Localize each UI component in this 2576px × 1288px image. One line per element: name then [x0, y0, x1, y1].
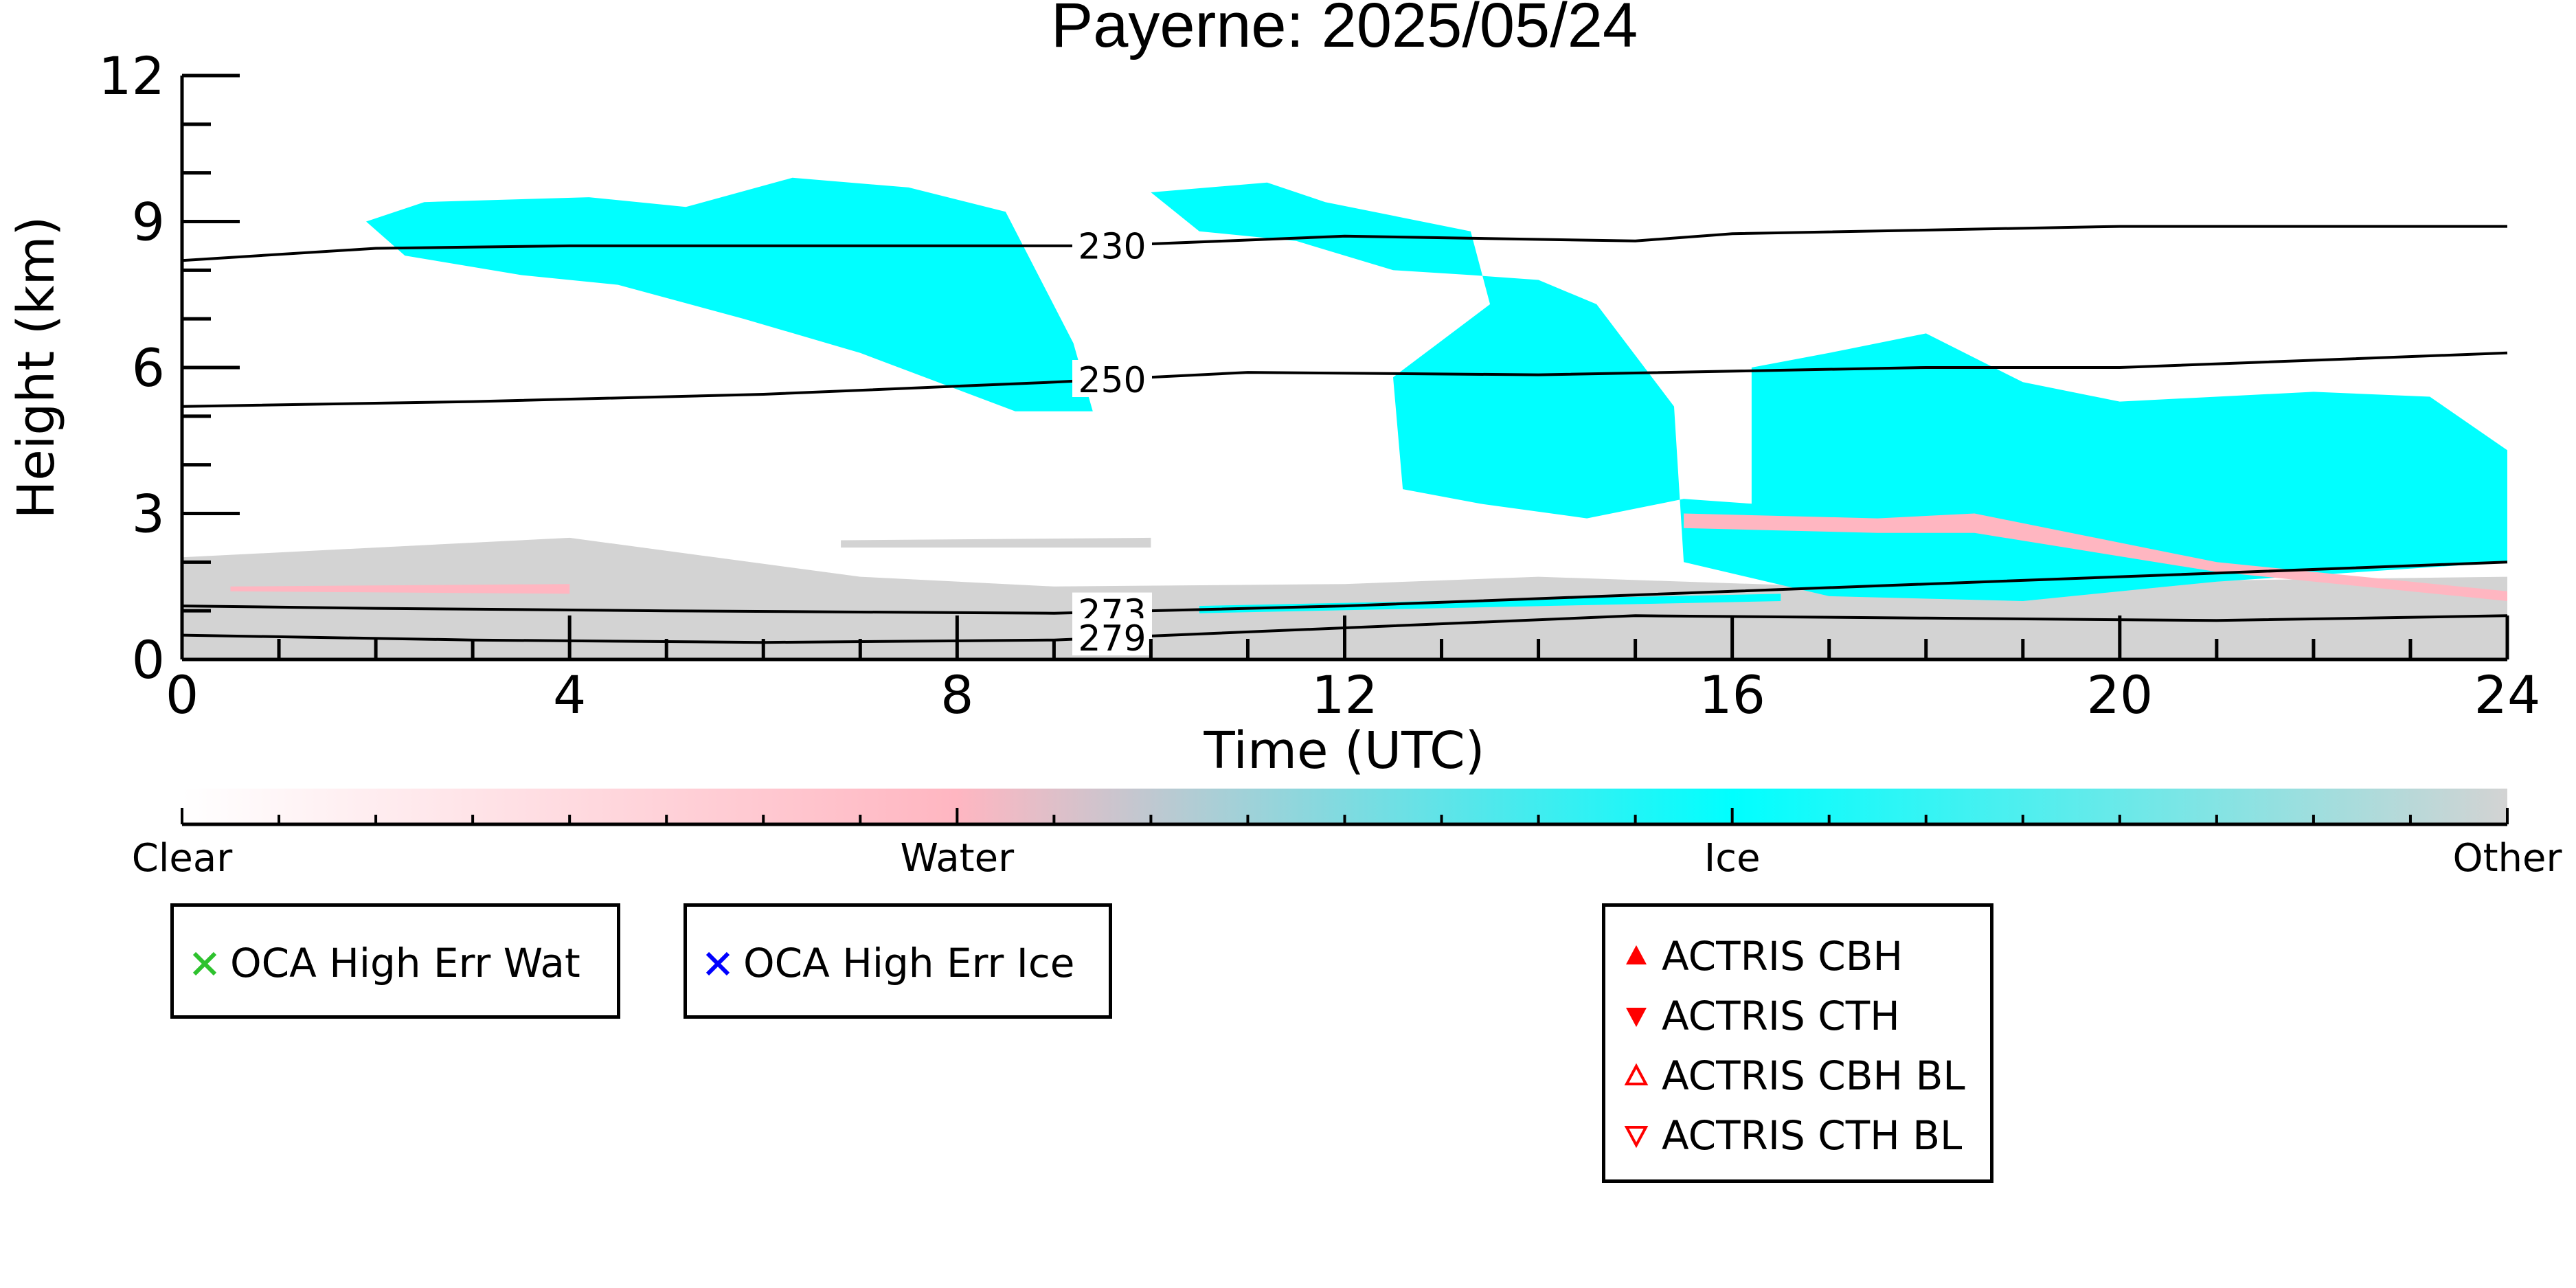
triangle-up-open-icon [1624, 1063, 1649, 1085]
x-tick-label: 20 [2086, 664, 2153, 725]
legend-label: OCA High Err Ice [743, 940, 1075, 986]
isotherm-label: 279 [1078, 618, 1146, 659]
y-tick-label: 3 [132, 484, 165, 545]
oca-water-legend: OCA High Err Wat [170, 903, 620, 1019]
legend-item-actris-cth: ACTRIS CTH [1619, 988, 1900, 1043]
isotherm-line-230 [181, 225, 2507, 262]
chart-title: Payerne: 2025/05/24 [1051, 0, 1638, 60]
colorbar-label: Other [2452, 836, 2562, 881]
cloud-region-other-1 [841, 537, 1151, 548]
x-tick-label: 0 [166, 664, 199, 725]
legend-label: ACTRIS CBH [1662, 933, 1903, 980]
legend-item-oca-water: OCA High Err Wat [188, 936, 580, 991]
isotherm-label: 250 [1078, 360, 1146, 401]
y-tick-label: 0 [132, 629, 165, 690]
legend-item-actris-cth-bl: ACTRIS CTH BL [1619, 1108, 1962, 1163]
isotherm-label-bg [1072, 360, 1152, 397]
legend-item-oca-ice: OCA High Err Ice [701, 936, 1074, 991]
x-icon [705, 951, 730, 976]
cloud-region-ice-6 [1199, 594, 1781, 613]
x-axis-label: Time (UTC) [1203, 721, 1484, 780]
x-tick-label: 8 [940, 664, 973, 725]
cloud-region-ice-4 [1151, 182, 2507, 601]
y-tick-label: 6 [132, 337, 165, 398]
isotherm-label: 230 [1078, 226, 1146, 267]
triangle-up-filled-icon [1626, 945, 1647, 964]
isotherm-label-bg [1072, 618, 1152, 656]
y-tick-label: 9 [132, 192, 165, 253]
cloud-region-water-5 [1684, 513, 2507, 601]
isotherm-line-250 [181, 351, 2508, 408]
legend-label: ACTRIS CTH BL [1662, 1112, 1963, 1159]
colorbar-ticks: Clear Water Ice Other [132, 808, 2562, 881]
plot-axes: 0 3 6 9 12 0 4 8 12 16 20 24 [98, 45, 2540, 725]
triangle-down-open-icon [1624, 1126, 1649, 1149]
y-tick-label: 12 [98, 45, 165, 106]
colorbar-label: Water [901, 836, 1015, 881]
x-tick-label: 24 [2474, 664, 2541, 725]
colorbar-label: Ice [1704, 836, 1761, 881]
legend-item-actris-cbh-bl: ACTRIS CBH BL [1619, 1048, 1965, 1103]
actris-legend: ACTRIS CBH ACTRIS CTH ACTRIS CBH BL ACTR… [1602, 903, 1993, 1183]
legend-label: OCA High Err Wat [230, 940, 580, 986]
isotherm-label-bg [1072, 226, 1152, 264]
triangle-down-filled-icon [1626, 1008, 1647, 1027]
x-icon [192, 951, 217, 976]
cloud-region-ice-3 [366, 177, 1093, 411]
x-tick-label: 12 [1311, 664, 1378, 725]
cloud-region-water-2 [230, 584, 570, 594]
x-tick-label: 16 [1699, 664, 1765, 725]
legend-label: ACTRIS CBH BL [1662, 1052, 1965, 1099]
x-tick-label: 4 [553, 664, 586, 725]
cloud-regions [182, 177, 2507, 659]
colorbar-label: Clear [132, 836, 233, 881]
oca-ice-legend: OCA High Err Ice [683, 903, 1112, 1019]
legend-item-actris-cbh: ACTRIS CBH [1619, 929, 1903, 984]
y-axis-label: Height (km) [7, 216, 66, 519]
cloud-region-other-0 [182, 537, 2507, 659]
legend-label: ACTRIS CTH [1662, 993, 1900, 1039]
isotherm-line-273 [181, 561, 2508, 615]
